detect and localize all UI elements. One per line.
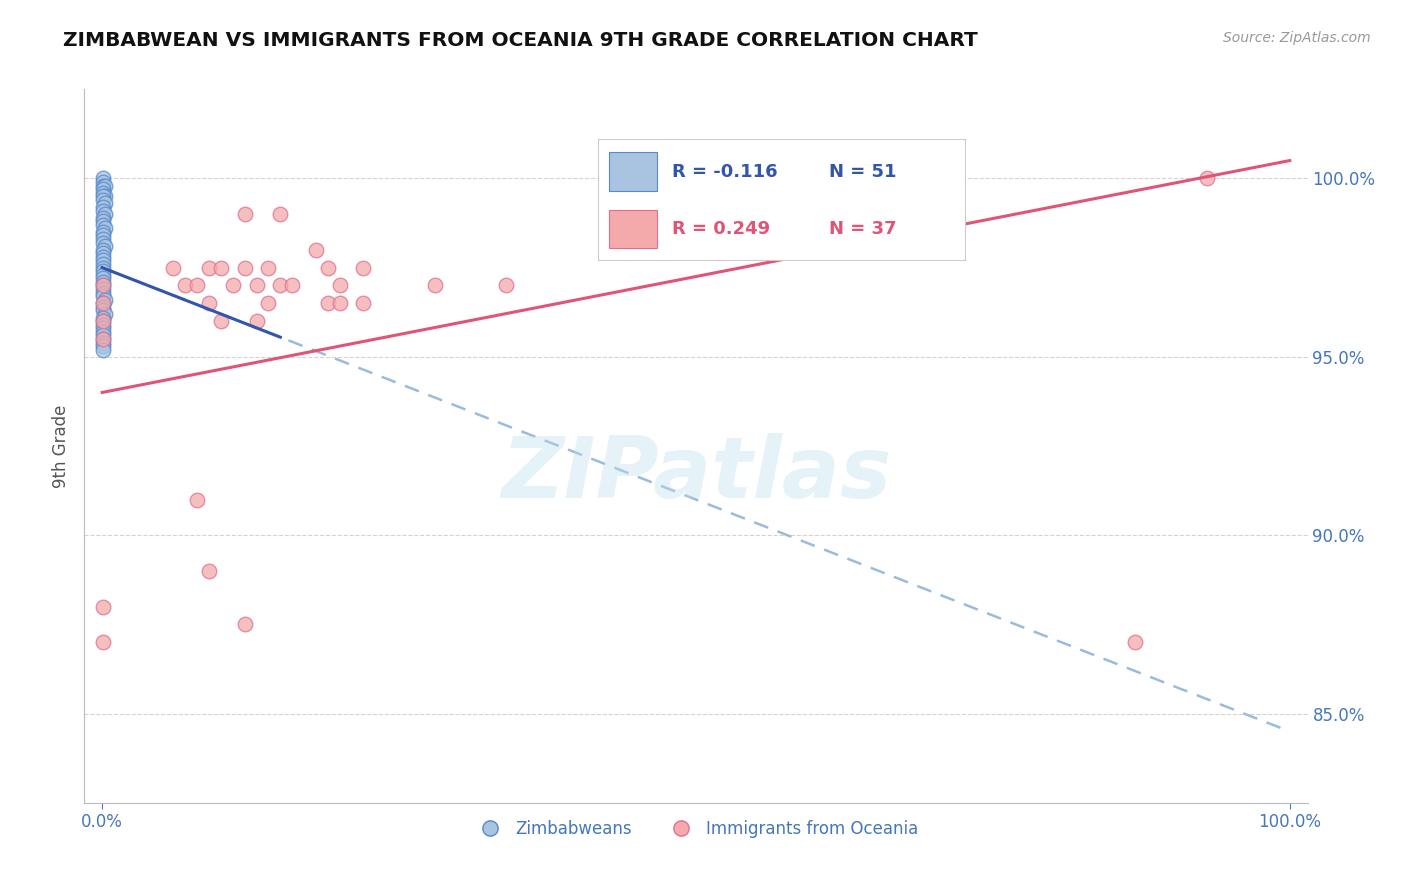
Point	[269, 278, 291, 293]
Point	[93, 296, 115, 310]
Point	[93, 257, 115, 271]
Point	[93, 307, 115, 321]
Point	[281, 278, 304, 293]
Text: Source: ZipAtlas.com: Source: ZipAtlas.com	[1223, 31, 1371, 45]
Point	[93, 203, 115, 218]
Point	[329, 296, 352, 310]
Point	[93, 207, 115, 221]
Point	[269, 207, 291, 221]
Point	[93, 314, 115, 328]
Point	[93, 250, 115, 264]
Point	[93, 189, 115, 203]
Point	[93, 321, 115, 335]
Point	[93, 335, 115, 350]
Point	[257, 260, 280, 275]
Point	[93, 328, 115, 343]
Point	[233, 617, 256, 632]
Point	[316, 260, 339, 275]
Point	[174, 278, 197, 293]
Point	[209, 260, 232, 275]
Point	[93, 232, 115, 246]
Point	[93, 235, 115, 250]
Point	[93, 253, 115, 268]
Point	[1125, 635, 1147, 649]
Point	[93, 264, 115, 278]
Point	[93, 271, 115, 285]
Point	[93, 293, 115, 307]
Point	[257, 296, 280, 310]
Point	[495, 278, 517, 293]
Point	[93, 310, 115, 325]
Point	[93, 278, 115, 293]
Point	[198, 296, 221, 310]
Point	[352, 296, 374, 310]
Point	[93, 246, 115, 260]
Point	[329, 278, 352, 293]
Point	[93, 268, 115, 282]
Point	[93, 186, 115, 200]
Point	[198, 564, 221, 578]
Point	[93, 599, 115, 614]
Point	[305, 243, 328, 257]
Point	[93, 175, 115, 189]
Point	[93, 239, 115, 253]
Point	[1195, 171, 1218, 186]
Point	[186, 278, 208, 293]
Point	[93, 303, 115, 318]
Y-axis label: 9th Grade: 9th Grade	[52, 404, 70, 488]
Point	[93, 325, 115, 339]
Point	[93, 225, 115, 239]
Point	[93, 178, 115, 193]
Point	[93, 171, 115, 186]
Legend: Zimbabweans, Immigrants from Oceania: Zimbabweans, Immigrants from Oceania	[467, 814, 925, 845]
Point	[93, 285, 115, 300]
Point	[93, 218, 115, 232]
Point	[245, 278, 267, 293]
Point	[93, 282, 115, 296]
Point	[93, 221, 115, 235]
Point	[93, 178, 115, 193]
Point	[93, 214, 115, 228]
Point	[198, 260, 221, 275]
Point	[93, 332, 115, 346]
Text: ZIMBABWEAN VS IMMIGRANTS FROM OCEANIA 9TH GRADE CORRELATION CHART: ZIMBABWEAN VS IMMIGRANTS FROM OCEANIA 9T…	[63, 31, 979, 50]
Text: ZIPatlas: ZIPatlas	[501, 433, 891, 516]
Point	[93, 193, 115, 207]
Point	[93, 339, 115, 353]
Point	[93, 343, 115, 357]
Point	[93, 260, 115, 275]
Point	[222, 278, 245, 293]
Point	[93, 318, 115, 332]
Point	[93, 228, 115, 243]
Point	[93, 243, 115, 257]
Point	[93, 182, 115, 196]
Point	[93, 300, 115, 314]
Point	[245, 314, 267, 328]
Point	[162, 260, 184, 275]
Point	[93, 296, 115, 310]
Point	[93, 189, 115, 203]
Point	[233, 260, 256, 275]
Point	[93, 278, 115, 293]
Point	[93, 211, 115, 225]
Point	[352, 260, 374, 275]
Point	[93, 314, 115, 328]
Point	[316, 296, 339, 310]
Point	[93, 635, 115, 649]
Point	[93, 275, 115, 289]
Point	[93, 332, 115, 346]
Point	[93, 200, 115, 214]
Point	[186, 492, 208, 507]
Point	[209, 314, 232, 328]
Point	[93, 196, 115, 211]
Point	[423, 278, 446, 293]
Point	[93, 289, 115, 303]
Point	[233, 207, 256, 221]
